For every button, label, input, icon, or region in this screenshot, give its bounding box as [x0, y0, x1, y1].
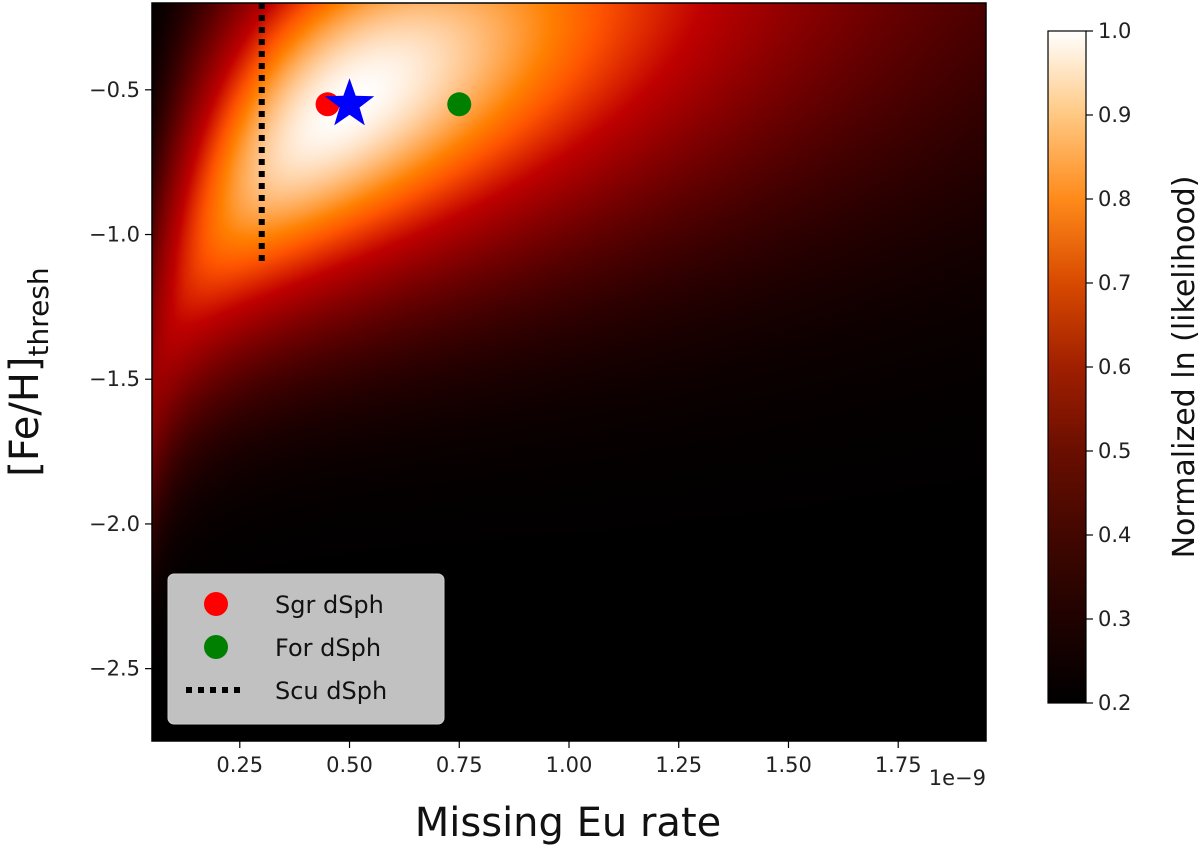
- overlay-layer: [258, 3, 472, 264]
- y-axis-ticks: −0.5 −1.0 −1.5 −2.0 −2.5: [89, 78, 152, 681]
- y-tick-label: −2.5: [89, 657, 140, 681]
- colorbar-ticks: 0.2 0.3 0.4 0.5 0.6 0.7 0.8 0.9 1.0: [1086, 19, 1131, 715]
- x-tick-label: 0.25: [216, 753, 263, 777]
- colorbar-tick-label: 0.8: [1098, 187, 1131, 211]
- colorbar-title: Normalized ln (likelihood): [1167, 176, 1200, 559]
- x-tick-label: 1.25: [655, 753, 702, 777]
- legend-marker-sgr: [204, 592, 228, 616]
- x-tick-label: 0.75: [436, 753, 483, 777]
- legend-marker-for: [204, 635, 228, 659]
- x-tick-label: 1.50: [765, 753, 812, 777]
- y-axis-title: [Fe/H]thresh: [2, 267, 55, 476]
- x-tick-label: 0.50: [326, 753, 373, 777]
- legend-label-scu: Scu dSph: [275, 677, 387, 705]
- colorbar-tick-label: 0.2: [1098, 691, 1131, 715]
- legend-label-sgr: Sgr dSph: [275, 591, 384, 619]
- svg-text:[Fe/H]thresh: [Fe/H]thresh: [2, 267, 55, 476]
- y-tick-label: −2.0: [89, 512, 140, 536]
- y-tick-label: −0.5: [89, 78, 140, 102]
- x-axis-ticks: 0.25 0.50 0.75 1.00 1.25 1.50 1.75: [216, 741, 922, 777]
- colorbar-tick-label: 0.5: [1098, 439, 1131, 463]
- for-dsph-marker: [447, 92, 472, 117]
- colorbar-tick-label: 0.6: [1098, 355, 1131, 379]
- legend-label-for: For dSph: [275, 634, 381, 662]
- colorbar: 0.2 0.3 0.4 0.5 0.6 0.7 0.8 0.9 1.0 Normalized l…: [1047, 19, 1200, 715]
- legend: Sgr dSph For dSph Scu dSph: [167, 573, 445, 725]
- best-fit-star-marker: [324, 78, 375, 126]
- y-tick-label: −1.5: [89, 367, 140, 391]
- colorbar-tick-label: 0.9: [1098, 103, 1131, 127]
- x-axis-offset-label: 1e−9: [929, 766, 986, 790]
- colorbar-gradient: [1048, 31, 1086, 703]
- legend-box: [167, 573, 445, 725]
- colorbar-tick-label: 1.0: [1098, 19, 1131, 43]
- colorbar-tick-label: 0.3: [1098, 607, 1131, 631]
- x-tick-label: 1.75: [875, 753, 922, 777]
- x-axis-title: Missing Eu rate: [415, 800, 721, 846]
- x-tick-label: 1.00: [546, 753, 593, 777]
- colorbar-tick-label: 0.4: [1098, 523, 1131, 547]
- colorbar-tick-label: 0.7: [1098, 271, 1131, 295]
- y-axis-title-subscript: thresh: [22, 267, 55, 356]
- y-tick-label: −1.0: [89, 223, 140, 247]
- y-axis-title-main: [Fe/H]: [2, 356, 48, 476]
